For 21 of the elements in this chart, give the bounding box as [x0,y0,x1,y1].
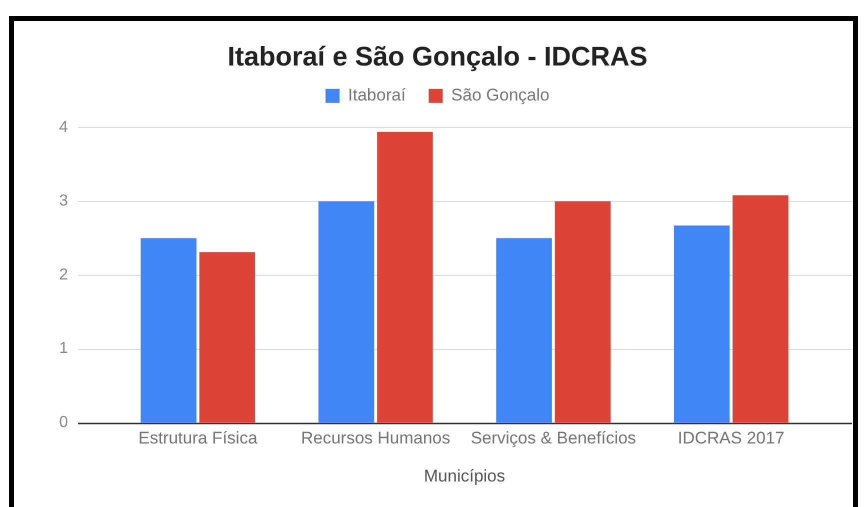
y-tick-label: 0 [59,414,68,431]
legend-label: São Gonçalo [451,86,550,105]
y-tick-label: 1 [59,340,68,358]
x-axis-title: Municípios [424,466,506,486]
y-tick-label: 2 [59,266,68,284]
bar [377,132,433,422]
bar [732,195,788,422]
x-tick-label: Serviços & Benefícios [470,428,636,448]
legend-label: Itaboraí [348,86,406,105]
y-tick-label: 4 [59,118,68,136]
y-tick-label: 3 [59,192,68,210]
bar [140,238,196,422]
x-tick-label: IDCRAS 2017 [678,428,785,448]
bar [674,226,730,422]
bar [318,201,374,422]
bar [554,201,611,422]
bar [496,238,552,422]
chart-title: Itaboraí e São Gonçalo - IDCRAS [227,42,648,72]
x-tick-label: Recursos Humanos [300,428,450,448]
x-tick-label: Estrutura Física [138,428,258,448]
bar [199,252,256,422]
